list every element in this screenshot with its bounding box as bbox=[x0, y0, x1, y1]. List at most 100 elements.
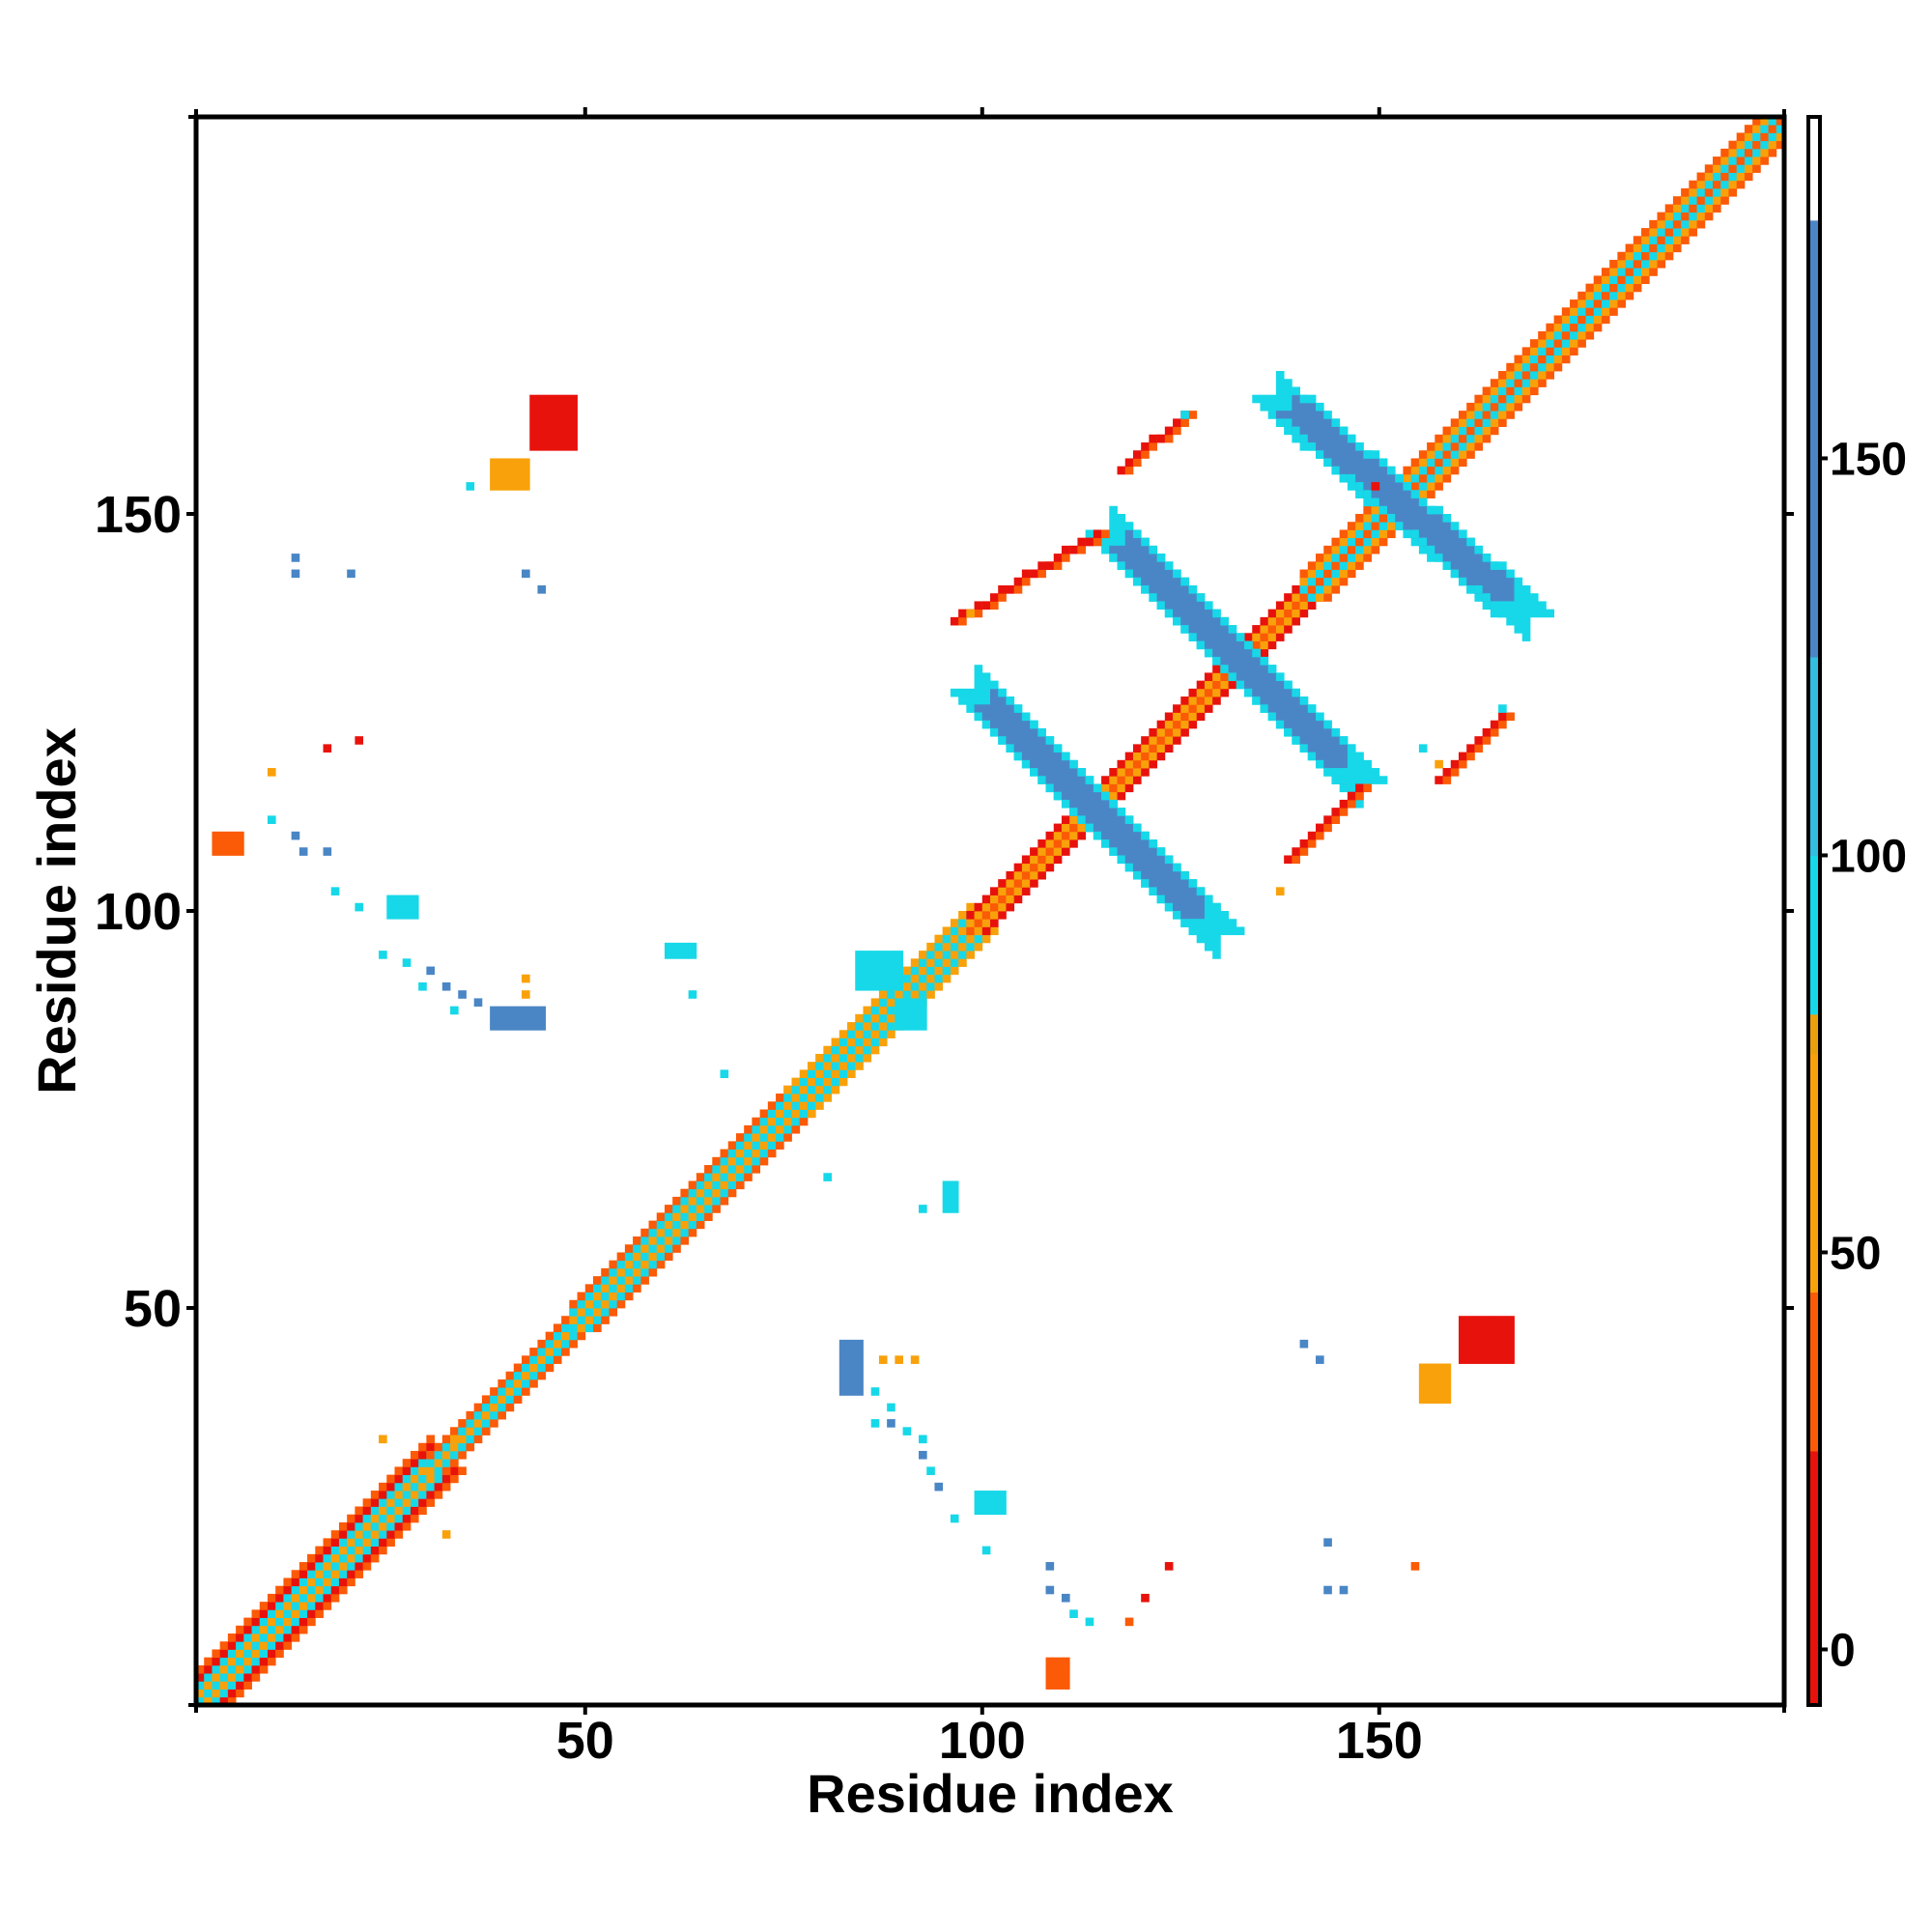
diagonal-cell bbox=[577, 1299, 586, 1309]
strand-cell bbox=[1109, 522, 1118, 530]
diagonal-cell bbox=[227, 1641, 237, 1650]
strand-cell bbox=[1164, 895, 1174, 904]
diagonal-cell bbox=[1728, 140, 1738, 150]
diagonal-cell bbox=[688, 1220, 697, 1230]
strand-cell bbox=[966, 704, 975, 713]
diagonal-cell bbox=[386, 1538, 395, 1547]
diagonal-cell bbox=[1339, 569, 1349, 579]
diagonal-cell bbox=[410, 1491, 419, 1499]
strand-cell bbox=[1331, 727, 1341, 737]
diagonal-cell bbox=[1188, 696, 1198, 705]
strand-cell bbox=[1347, 473, 1356, 483]
contact-cluster-cell bbox=[402, 911, 412, 920]
diagonal-cell bbox=[966, 942, 975, 952]
scatter-contact-cell bbox=[466, 482, 475, 491]
strand-cell bbox=[1006, 727, 1015, 737]
diagonal-cell bbox=[815, 1053, 824, 1063]
diagonal-cell bbox=[776, 1141, 784, 1150]
diagonal-cell bbox=[1347, 545, 1356, 554]
strand-cell bbox=[1188, 584, 1198, 594]
strand-cell bbox=[1292, 727, 1300, 737]
strand-cell bbox=[1204, 640, 1213, 650]
contact-cluster-cell bbox=[680, 951, 690, 959]
strand-cell bbox=[1124, 855, 1134, 865]
strand-cell bbox=[1323, 458, 1332, 468]
diagonal-cell bbox=[505, 1403, 515, 1412]
diagonal-cell bbox=[275, 1593, 284, 1603]
diagonal-cell bbox=[1173, 704, 1181, 713]
strand-cell bbox=[974, 680, 983, 690]
diagonal-cell bbox=[1410, 482, 1420, 491]
strand-cell bbox=[1498, 593, 1507, 602]
contact-cluster-cell bbox=[497, 1022, 506, 1031]
strand-cell bbox=[1458, 577, 1467, 586]
diagonal-cell bbox=[513, 1363, 523, 1373]
diagonal-cell bbox=[577, 1292, 586, 1301]
diagonal-cell bbox=[434, 1466, 443, 1476]
colorbar-band bbox=[1808, 219, 1820, 658]
strand-cell bbox=[1410, 529, 1420, 539]
strand-cell bbox=[1395, 482, 1404, 491]
scatter-contact-cell bbox=[1045, 1562, 1055, 1571]
diagonal-cell bbox=[720, 1188, 729, 1198]
diagonal-cell bbox=[426, 1450, 435, 1460]
diagonal-cell bbox=[1538, 330, 1547, 340]
contact-cluster-cell bbox=[1490, 1323, 1499, 1333]
contact-cluster-cell bbox=[1506, 1339, 1515, 1349]
scatter-contact-cell bbox=[1061, 1593, 1070, 1603]
contact-cluster-cell bbox=[402, 895, 412, 904]
strand-cell bbox=[1355, 490, 1364, 498]
contact-cluster-cell bbox=[870, 974, 880, 983]
contact-cluster-cell bbox=[497, 473, 506, 483]
diagonal-cell bbox=[1577, 291, 1586, 300]
strand-cell bbox=[1260, 696, 1269, 705]
diagonal-cell bbox=[1529, 355, 1539, 364]
diagonal-cell bbox=[1173, 712, 1181, 722]
diagonal-cell bbox=[227, 1689, 237, 1698]
parallel-strand-cell bbox=[1482, 727, 1492, 737]
diagonal-cell bbox=[1474, 426, 1484, 436]
strand-cell bbox=[1355, 458, 1364, 468]
contact-cluster-cell bbox=[895, 951, 903, 959]
diagonal-cell bbox=[362, 1538, 372, 1547]
contact-cluster-cell bbox=[863, 974, 872, 983]
diagonal-cell bbox=[1720, 148, 1729, 157]
strand-cell bbox=[1180, 577, 1189, 586]
diagonal-cell bbox=[298, 1609, 308, 1618]
diagonal-cell bbox=[1275, 616, 1285, 626]
diagonal-cell bbox=[394, 1474, 404, 1484]
strand-cell bbox=[1363, 490, 1372, 498]
diagonal-cell bbox=[752, 1124, 761, 1134]
diagonal-cell bbox=[919, 951, 927, 959]
contact-cluster-cell bbox=[537, 1013, 547, 1023]
diagonal-cell bbox=[1030, 870, 1038, 880]
diagonal-cell bbox=[1331, 569, 1341, 579]
strand-cell bbox=[1323, 418, 1332, 427]
strand-cell bbox=[1284, 696, 1293, 705]
strand-cell bbox=[1013, 727, 1023, 737]
strand-cell bbox=[1141, 561, 1150, 570]
strand-cell bbox=[1267, 696, 1277, 705]
diagonal-cell bbox=[1521, 371, 1531, 380]
strand-cell bbox=[1149, 593, 1158, 602]
diagonal-cell bbox=[379, 1514, 387, 1523]
diagonal-cell bbox=[767, 1141, 777, 1150]
diagonal-cell bbox=[815, 1101, 824, 1110]
strand-cell bbox=[1267, 688, 1277, 697]
diagonal-cell bbox=[720, 1196, 729, 1206]
diagonal-cell bbox=[1474, 411, 1484, 419]
diagonal-cell bbox=[1776, 140, 1785, 150]
strand-cell bbox=[1427, 522, 1435, 530]
diagonal-cell bbox=[1633, 275, 1642, 285]
diagonal-cell bbox=[624, 1284, 634, 1293]
strand-cell bbox=[1228, 672, 1237, 682]
diagonal-cell bbox=[688, 1228, 697, 1237]
diagonal-cell bbox=[1657, 251, 1666, 261]
diagonal-cell bbox=[315, 1577, 324, 1587]
strand-cell bbox=[1013, 752, 1023, 761]
diagonal-cell bbox=[696, 1205, 705, 1213]
strand-cell bbox=[1442, 561, 1452, 570]
strand-cell bbox=[1164, 902, 1174, 912]
strand-cell bbox=[1292, 688, 1300, 697]
contact-cluster-cell bbox=[227, 847, 237, 856]
